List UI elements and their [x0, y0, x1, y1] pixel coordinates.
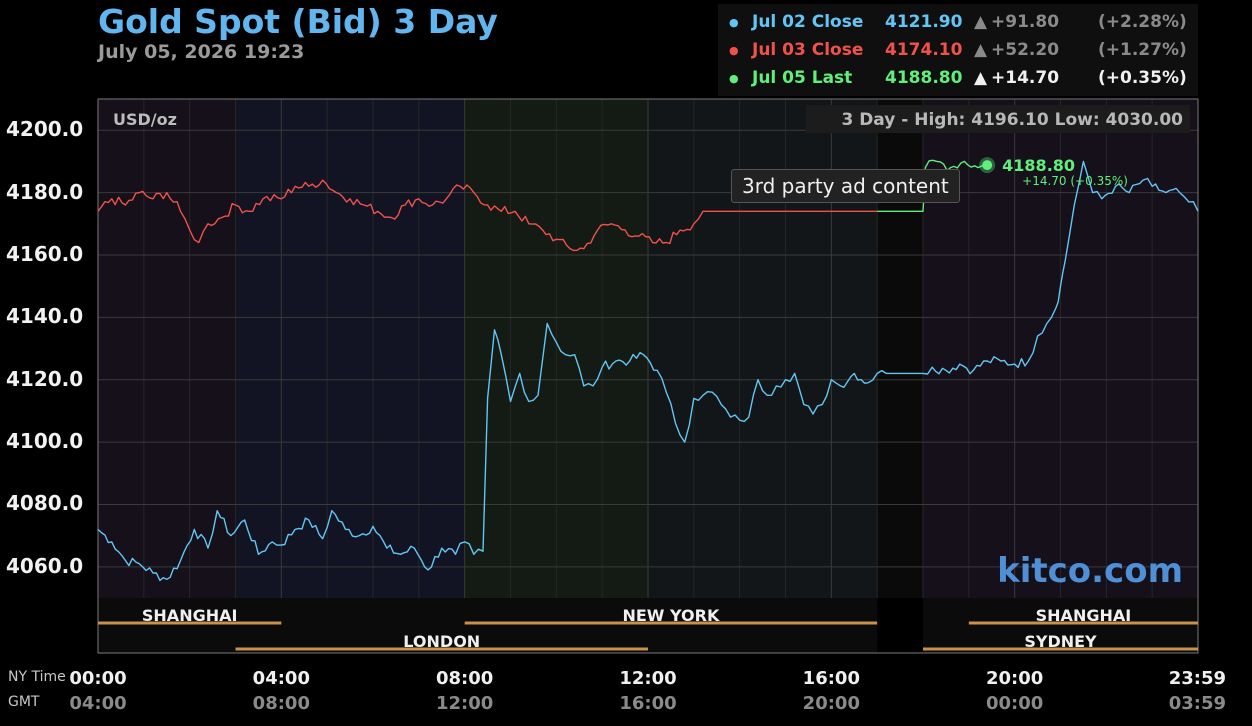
series-line-jul-02	[97, 160, 1199, 582]
x-tick-gmt: 20:00	[802, 693, 860, 714]
y-tick-label: 4120.0	[6, 366, 84, 391]
x-tick-ny: 08:00	[436, 668, 494, 689]
chart-title: Gold Spot (Bid) 3 Day	[98, 2, 498, 41]
legend-price: 4188.80	[885, 68, 963, 88]
x-tick-ny: 12:00	[619, 668, 677, 689]
legend-label: Jul 02 Close	[752, 12, 864, 32]
legend-price: 4121.90	[885, 12, 963, 32]
session-row1-label: NEW YORK	[622, 606, 719, 625]
legend-dot-icon: ●	[729, 44, 739, 57]
legend-dot-icon: ●	[729, 72, 739, 85]
legend-price: 4174.10	[885, 40, 963, 60]
price-legend: ● Jul 02 Close 4121.90 ▲ +91.80 (+2.28%) ● Jul …	[718, 4, 1198, 96]
legend-row: ● Jul 02 Close 4121.90 ▲ +91.80 (+2.28%)	[718, 12, 1198, 38]
kitco-watermark: kitco.com	[997, 551, 1183, 591]
session-strip	[98, 598, 1198, 653]
y-tick-label: 4200.0	[6, 117, 84, 142]
series-line-jul-05	[877, 159, 988, 212]
legend-percent: (+2.28%)	[1098, 12, 1187, 32]
session-row2-label: SYDNEY	[1024, 632, 1097, 651]
y-tick-label: 4160.0	[6, 241, 84, 266]
x-tick-gmt: 00:00	[986, 693, 1044, 714]
y-tick-label: 4100.0	[6, 429, 84, 454]
legend-change: +91.80	[991, 12, 1060, 32]
y-tick-label: 4140.0	[6, 304, 84, 329]
x-tick-gmt: 04:00	[69, 693, 127, 714]
legend-dot-icon: ●	[729, 16, 739, 29]
x-tick-ny: 04:00	[252, 668, 310, 689]
up-arrow-icon: ▲	[974, 68, 988, 88]
legend-row: ● Jul 03 Close 4174.10 ▲ +52.20 (+1.27%)	[718, 40, 1198, 66]
session-band	[235, 99, 465, 598]
x-tick-ny: 23:59	[1168, 668, 1226, 689]
session-row2-label: LONDON	[403, 632, 480, 651]
legend-label: Jul 05 Last	[752, 68, 853, 88]
x-tick-ny: 00:00	[69, 668, 127, 689]
last-price-point	[982, 160, 993, 171]
y-tick-label: 4060.0	[6, 553, 84, 578]
x-tick-gmt: 12:00	[436, 693, 494, 714]
up-arrow-icon: ▲	[974, 40, 988, 60]
legend-change: +52.20	[991, 40, 1060, 60]
legend-label: Jul 03 Close	[752, 40, 864, 60]
ad-tooltip[interactable]: 3rd party ad content	[731, 169, 960, 203]
legend-row: ● Jul 05 Last 4188.80 ▲ +14.70 (+0.35%)	[718, 68, 1198, 94]
legend-percent: (+0.35%)	[1098, 68, 1187, 88]
unit-label: USD/oz	[113, 110, 177, 129]
ny-time-label: NY Time	[8, 669, 66, 685]
x-tick-ny: 20:00	[986, 668, 1044, 689]
legend-change: +14.70	[991, 68, 1060, 88]
x-tick-gmt: 16:00	[619, 693, 677, 714]
summary-box	[806, 105, 1190, 133]
gmt-label: GMT	[8, 694, 40, 710]
chart-timestamp: July 05, 2026 19:23	[98, 41, 305, 63]
session-gap	[877, 598, 923, 653]
legend-percent: (+1.27%)	[1098, 40, 1187, 60]
last-price-label: 4188.80	[1002, 156, 1075, 175]
up-arrow-icon: ▲	[974, 12, 988, 32]
x-tick-gmt: 08:00	[252, 693, 310, 714]
last-change-label: +14.70 (+0.35%)	[1022, 174, 1128, 188]
session-row1-label: SHANGHAI	[1036, 606, 1132, 625]
plot-frame	[97, 98, 1199, 654]
y-tick-label: 4080.0	[6, 491, 84, 516]
series-line-jul-03	[97, 179, 878, 252]
session-band	[98, 99, 236, 598]
x-tick-gmt: 03:59	[1168, 693, 1226, 714]
high-low-summary: 3 Day - High: 4196.10 Low: 4030.00	[841, 110, 1183, 130]
session-row1-label: SHANGHAI	[142, 606, 238, 625]
x-tick-ny: 16:00	[802, 668, 860, 689]
y-tick-label: 4180.0	[6, 179, 84, 204]
